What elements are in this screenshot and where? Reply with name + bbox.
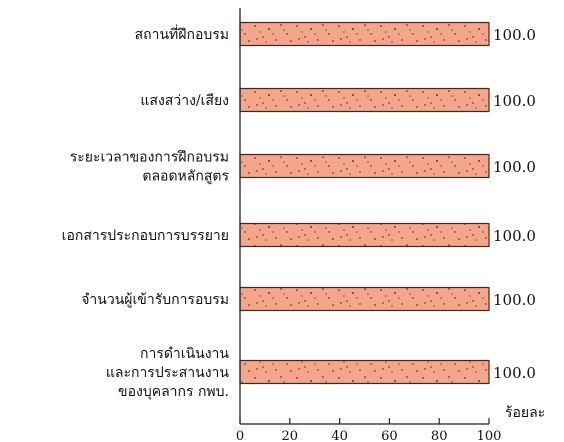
value-label: 100.0 <box>493 26 536 44</box>
value-labels: 100.0 100.0 100.0 100.0 100.0 100.0 <box>493 26 536 382</box>
bar-texture <box>240 154 489 178</box>
bar-texture <box>240 287 489 311</box>
bar <box>239 359 490 385</box>
bar <box>239 153 490 179</box>
category-labels: สถานที่ฝึกอบรมแสงสว่าง/เสียงระยะเวลาของก… <box>62 25 230 400</box>
category-label: จำนวนผู้เข้ารับการอบรม <box>81 292 229 308</box>
x-tick-label: 80 <box>431 429 448 442</box>
x-axis-title: ร้อยละ <box>505 405 545 421</box>
category-label: ระยะเวลาของการฝึกอบรมตลอดหลักสูตร <box>70 150 230 185</box>
value-label: 100.0 <box>493 92 536 110</box>
category-label: สถานที่ฝึกอบรม <box>135 25 229 43</box>
bars-layer <box>239 21 490 385</box>
bar <box>239 222 490 248</box>
bar-texture <box>240 223 489 247</box>
bar-texture <box>240 360 489 384</box>
bar <box>239 87 490 113</box>
x-tick-label: 20 <box>282 429 299 442</box>
bar <box>239 21 490 47</box>
x-tick-label: 60 <box>381 429 398 442</box>
value-label: 100.0 <box>493 227 536 245</box>
value-label: 100.0 <box>493 364 536 382</box>
bar-texture <box>240 22 489 46</box>
category-label: เอกสารประกอบการบรรยาย <box>62 228 229 244</box>
x-tick-label: 0 <box>236 429 244 442</box>
bar-texture <box>240 88 489 112</box>
x-tick-label: 100 <box>477 429 502 442</box>
value-label: 100.0 <box>493 158 536 176</box>
x-tick-label: 40 <box>331 429 348 442</box>
value-label: 100.0 <box>493 291 536 309</box>
category-label: แสงสว่าง/เสียง <box>140 93 229 109</box>
bar <box>239 286 490 312</box>
category-label: การดำเนินงานและการประสานงานของบุคลากร กพ… <box>106 346 230 400</box>
